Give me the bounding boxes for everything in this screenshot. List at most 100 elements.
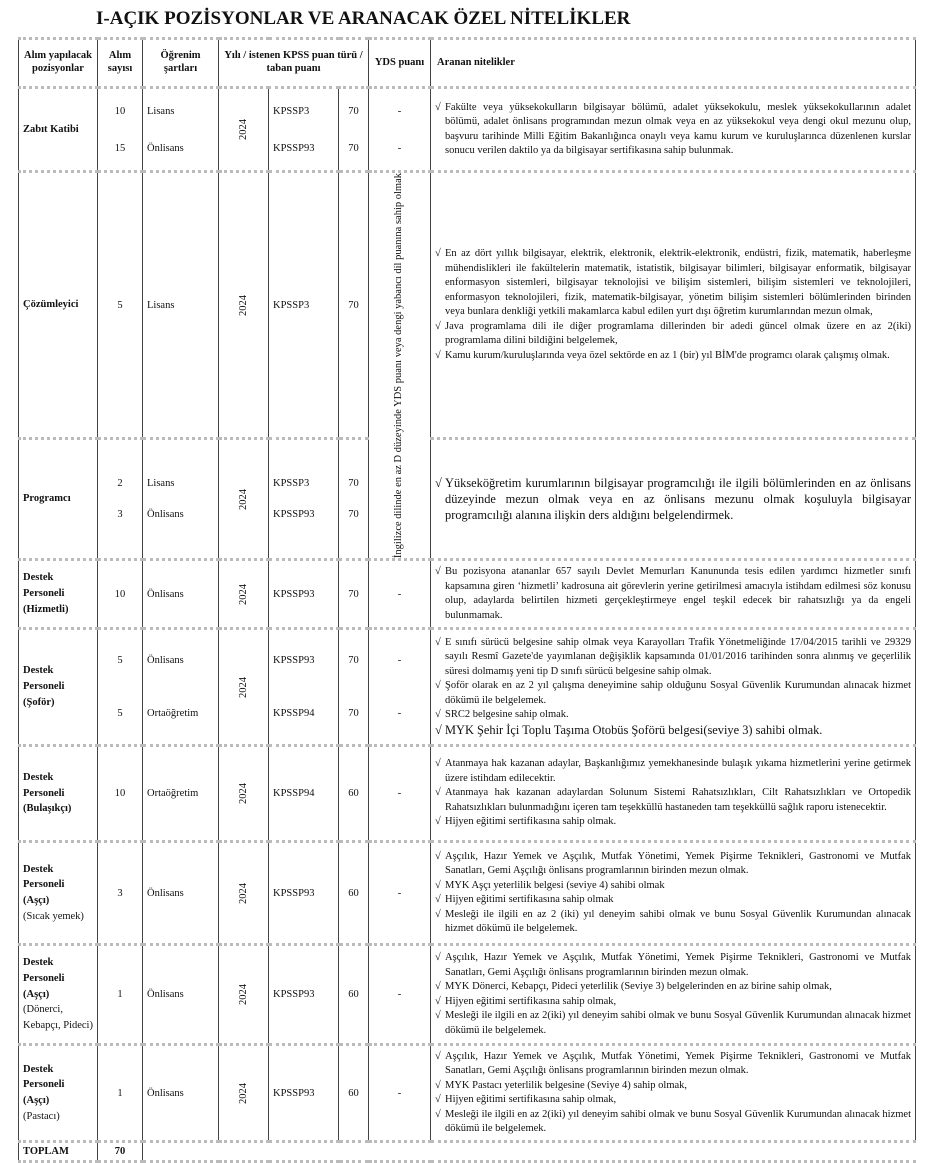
total-row: TOPLAM 70 <box>18 1140 916 1163</box>
qualifications: Aşçılık, Hazır Yemek ve Aşçılık, Mutfak … <box>435 951 911 1038</box>
yds: - <box>397 989 402 1001</box>
score-stack: 70 <box>343 565 364 624</box>
position: Destek Personeli (Hizmetli) <box>23 570 93 617</box>
year-cell: 2024 <box>218 558 269 631</box>
qualifications: Fakülte veya yüksekokulların bilgisayar … <box>435 101 911 159</box>
qualification: Hijyen eğitimi sertifikasına sahip olmak… <box>435 995 911 1010</box>
position-cell: Destek Personeli (Aşçı) (Pastacı) <box>18 1043 98 1144</box>
education-stack: Önlisans <box>147 847 214 940</box>
yds-cell: - <box>368 840 431 947</box>
qualification: Yükseköğretim kurumlarının bilgisayar pr… <box>435 475 911 523</box>
score: 60 <box>348 788 359 800</box>
year: 2024 <box>238 1082 249 1104</box>
year: 2024 <box>238 294 249 316</box>
qualifications-cell: E sınıfı sürücü belgesine sahip olmak ve… <box>430 627 916 748</box>
kpss-type: KPSSP94 <box>273 788 315 800</box>
education-cell: Önlisans Ortaöğretim <box>142 627 219 748</box>
count: 3 <box>117 508 123 520</box>
yds: - <box>397 588 402 600</box>
qualification: Hijyen eğitimi sertifikasına sahip olmak <box>435 893 911 908</box>
total-label: TOPLAM <box>18 1140 98 1163</box>
score: 70 <box>348 142 359 154</box>
header-cell: Alım sayısı <box>97 37 143 89</box>
yds-stack: -- <box>373 634 426 741</box>
score: 70 <box>348 588 359 600</box>
qualification: SRC2 belgesine sahip olmak. <box>435 708 911 723</box>
qualification: Aşçılık, Hazır Yemek ve Aşçılık, Mutfak … <box>435 850 911 879</box>
score-stack: 70 70 <box>343 93 364 167</box>
kpss-type-cell: KPSSP94 <box>268 744 339 844</box>
year-cell: 2024 <box>218 627 269 748</box>
yds-stack: - <box>373 847 426 940</box>
yds: - <box>397 788 402 800</box>
score-cell: 60 <box>338 744 369 844</box>
count: 15 <box>114 142 126 154</box>
score-stack: 60 <box>343 847 364 940</box>
kpss-type: KPSSP93 <box>273 654 315 666</box>
count-cell: 1 <box>97 943 143 1047</box>
year-cell: 2024 <box>218 840 269 947</box>
position: Programcı <box>23 491 93 507</box>
kpss-type-cell: KPSSP3 KPSSP93 <box>268 86 339 173</box>
education-stack: Önlisans <box>147 950 214 1040</box>
score-stack: 60 <box>343 1050 364 1137</box>
position-cell: Destek Personeli (Aşçı) (Dönerci, Kebapçı… <box>18 943 98 1047</box>
yds-cell: - <box>368 744 431 844</box>
education-stack: Lisans Önlisans <box>147 93 214 167</box>
qualifications-cell: Atanmaya hak kazanan adaylar, Başkanlığı… <box>430 744 916 844</box>
yds: - <box>397 654 402 666</box>
score-stack: 70 <box>343 232 364 379</box>
position-name: Destek Personeli (Hizmetli) <box>23 572 69 615</box>
count-stack: 10 <box>102 751 138 837</box>
kpss-type-cell: KPSSP93 <box>268 943 339 1047</box>
table-row: Zabıt Katibi 10 15 Lisans Önlisans 2024 KPSSP3… <box>18 86 916 173</box>
qualification: Mesleği ile ilgili en az 2(iki) yıl dene… <box>435 1108 911 1137</box>
page-title: I-AÇIK POZİSYONLAR VE ARANACAK ÖZEL NİTE… <box>96 8 631 29</box>
education-stack: Lisans Önlisans <box>147 469 214 530</box>
yds: - <box>397 887 402 899</box>
position-name: Destek Personeli (Aşçı) <box>23 957 65 1000</box>
count-cell: 10 15 <box>97 86 143 173</box>
education: Ortaöğretim <box>147 788 199 800</box>
kpss-type-cell: KPSSP93 KPSSP94 <box>268 627 339 748</box>
kpss-type-cell: KPSSP3 <box>268 169 339 441</box>
position: Destek Personeli (Aşçı) (Dönerci, Kebapçı… <box>23 955 93 1034</box>
qualifications-cell: Fakülte veya yüksekokulların bilgisayar … <box>430 86 916 173</box>
education: Önlisans <box>147 989 184 1001</box>
position-note: (Dönerci, Kebapçı, Pideci) <box>23 1004 93 1032</box>
yds: - <box>397 105 402 117</box>
table-row: Destek Personeli (Hizmetli) 10 Önlisans 202… <box>18 558 916 631</box>
year: 2024 <box>238 984 249 1006</box>
score-cell: 60 <box>338 943 369 1047</box>
count: 1 <box>117 1087 123 1099</box>
count: 5 <box>117 299 123 311</box>
education: Lisans <box>147 299 175 311</box>
count: 2 <box>117 478 123 490</box>
table-row: Programcı 2 3 Lisans Önlisans 2024 KPSSP3 KPSSP… <box>18 437 916 562</box>
qualification: En az dört yıllık bilgisayar, elektrik, … <box>435 247 911 319</box>
kpss-type: KPSSP93 <box>273 508 315 520</box>
education: Önlisans <box>147 142 184 154</box>
score: 60 <box>348 989 359 1001</box>
education: Lisans <box>147 105 175 117</box>
score-cell: 60 <box>338 840 369 947</box>
qualification: MYK Pastacı yeterlilik belgesine (Seviye… <box>435 1079 911 1094</box>
yds-stack: - <box>373 751 426 837</box>
year-cell: 2024 <box>218 744 269 844</box>
year: 2024 <box>238 783 249 805</box>
qualification: Fakülte veya yüksekokulların bilgisayar … <box>435 101 911 159</box>
count: 10 <box>114 588 126 600</box>
kpss-type: KPSSP94 <box>273 708 315 720</box>
yds-merged: İngilizce dilinde en az D düzeyinde YDS … <box>393 173 405 559</box>
qualifications: Aşçılık, Hazır Yemek ve Aşçılık, Mutfak … <box>435 850 911 937</box>
education: Önlisans <box>147 508 184 520</box>
education-stack: Lisans <box>147 232 214 379</box>
qualification: Bu pozisyona atananlar 657 sayılı Devlet… <box>435 565 911 623</box>
education-cell: Lisans Önlisans <box>142 86 219 173</box>
count: 1 <box>117 989 123 1001</box>
education-stack: Önlisans Ortaöğretim <box>147 634 214 741</box>
position-cell: Destek Personeli (Bulaşıkçı) <box>18 744 98 844</box>
